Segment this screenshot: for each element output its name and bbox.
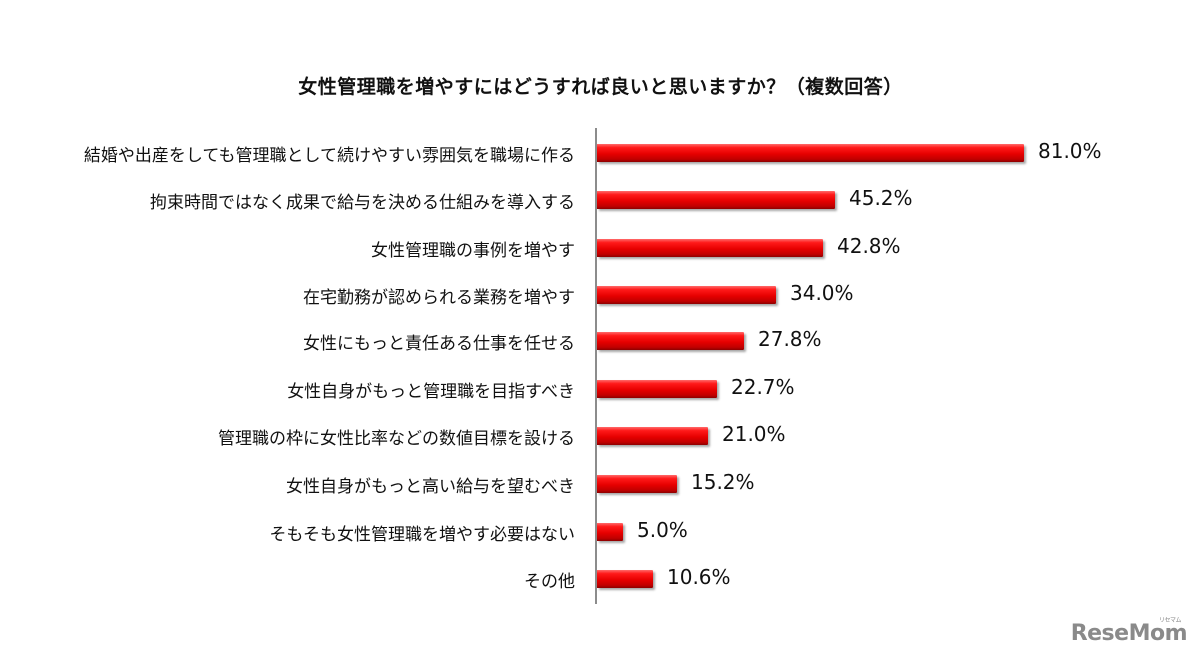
bar [597, 523, 623, 541]
bar-row: 結婚や出産をしても管理職として続けやすい雰囲気を職場に作る 81.0% [0, 138, 1201, 168]
logo-ruby: リセマム [1158, 617, 1182, 624]
bar-row: 女性自身がもっと管理職を目指すべき 22.7% [0, 374, 1201, 404]
value-label: 34.0% [790, 281, 854, 305]
bar [597, 239, 823, 257]
bar-row: 女性自身がもっと高い給与を望むべき 15.2% [0, 469, 1201, 499]
bar [597, 286, 776, 304]
value-label: 42.8% [837, 234, 901, 258]
category-label: 女性自身がもっと高い給与を望むべき [286, 477, 575, 497]
resemom-logo: リセマム ReseMom [1070, 617, 1188, 646]
value-label: 21.0% [722, 422, 786, 446]
value-label: 10.6% [667, 565, 731, 589]
y-axis-line [595, 128, 597, 604]
bar [597, 332, 744, 350]
bar-row: 在宅勤務が認められる業務を増やす 34.0% [0, 280, 1201, 310]
value-label: 5.0% [637, 518, 688, 542]
value-label: 81.0% [1038, 139, 1102, 163]
bar-row: その他 10.6% [0, 564, 1201, 594]
category-label: 拘束時間ではなく成果で給与を決める仕組みを導入する [150, 193, 575, 213]
bar-row: 管理職の枠に女性比率などの数値目標を設ける 21.0% [0, 421, 1201, 451]
bar-row: そもそも女性管理職を増やす必要はない 5.0% [0, 517, 1201, 547]
bar-row: 拘束時間ではなく成果で給与を決める仕組みを導入する 45.2% [0, 185, 1201, 215]
bar [597, 191, 835, 209]
value-label: 27.8% [758, 327, 822, 351]
bar [597, 427, 708, 445]
category-label: そもそも女性管理職を増やす必要はない [269, 525, 575, 545]
value-label: 22.7% [731, 375, 795, 399]
category-label: 女性にもっと責任ある仕事を任せる [303, 334, 575, 354]
bar-row: 女性管理職の事例を増やす 42.8% [0, 233, 1201, 263]
value-label: 45.2% [849, 186, 913, 210]
chart-title: 女性管理職を増やすにはどうすれば良いと思いますか？（複数回答） [298, 76, 903, 98]
category-label: 在宅勤務が認められる業務を増やす [303, 288, 575, 308]
bar [597, 570, 653, 588]
bar [597, 144, 1024, 162]
logo-text: ReseMom [1070, 621, 1188, 646]
bar [597, 475, 677, 493]
category-label: その他 [524, 572, 575, 592]
category-label: 女性自身がもっと管理職を目指すべき [287, 382, 575, 402]
category-label: 女性管理職の事例を増やす [371, 241, 575, 261]
category-label: 管理職の枠に女性比率などの数値目標を設ける [218, 429, 575, 449]
bar-row: 女性にもっと責任ある仕事を任せる 27.8% [0, 326, 1201, 356]
value-label: 15.2% [691, 470, 755, 494]
category-label: 結婚や出産をしても管理職として続けやすい雰囲気を職場に作る [83, 146, 575, 166]
bar [597, 380, 717, 398]
